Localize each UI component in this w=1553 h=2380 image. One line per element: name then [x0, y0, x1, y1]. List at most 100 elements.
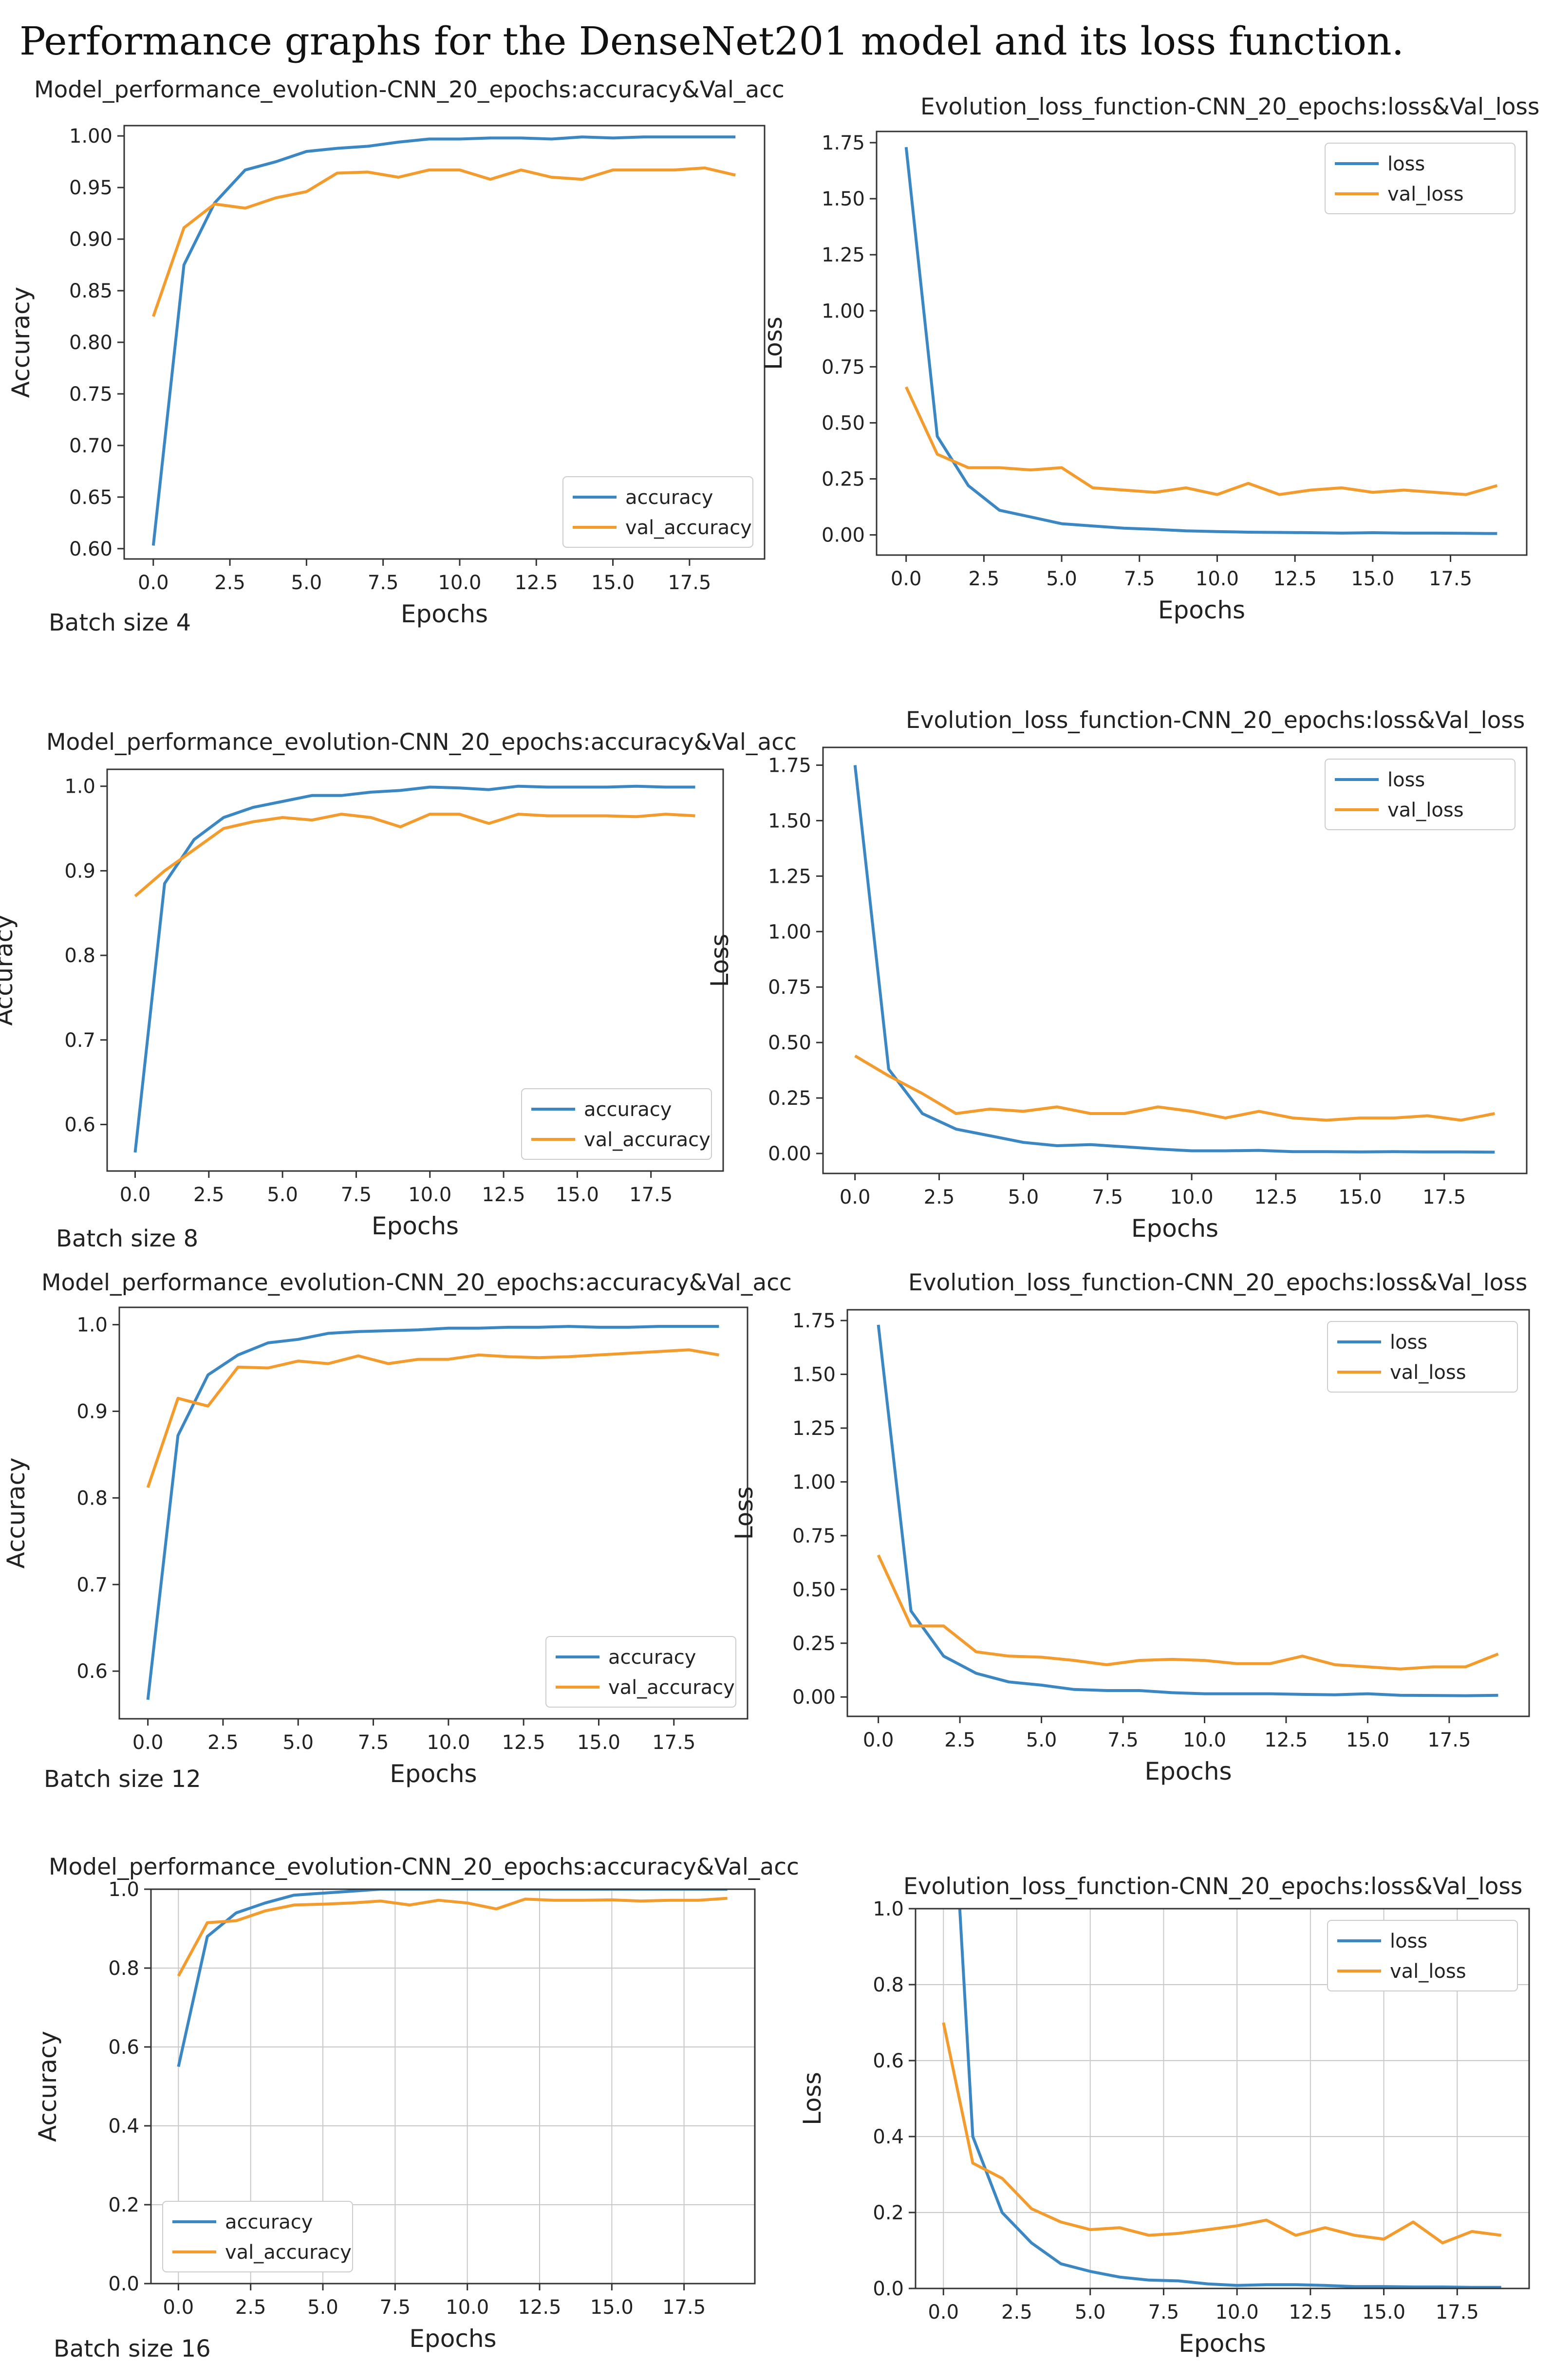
x-tick-label: 7.5: [368, 572, 399, 594]
y-tick-label: 1.75: [792, 1310, 836, 1332]
x-tick-label: 17.5: [1427, 1729, 1471, 1751]
x-tick-label: 2.5: [944, 1729, 975, 1751]
x-tick-label: 0.0: [132, 1731, 164, 1754]
legend: accuracy val_accuracy: [545, 1636, 736, 1708]
y-tick-label: 0.2: [873, 2202, 904, 2224]
y-tick-label: 0.4: [873, 2126, 904, 2148]
x-tick-label: 7.5: [358, 1731, 389, 1754]
y-axis-label: Accuracy: [2, 1457, 30, 1568]
batch-size-label: Batch size 8: [56, 1225, 198, 1252]
x-tick-label: 12.5: [502, 1731, 545, 1754]
y-tick-label: 0.90: [69, 228, 112, 251]
y-tick-label: 0.50: [768, 1032, 811, 1054]
series-line-accuracy: [177, 1889, 728, 2067]
legend-label: val_accuracy: [625, 517, 752, 539]
y-tick-label: 0.9: [64, 860, 95, 882]
x-tick-label: 10.0: [1183, 1729, 1226, 1751]
series-line-val-accuracy: [177, 1897, 728, 1977]
legend: loss val_loss: [1327, 1920, 1518, 1991]
series-line-loss: [904, 147, 1497, 535]
x-tick-label: 15.0: [1362, 2301, 1405, 2324]
series-line-accuracy: [146, 1325, 719, 1700]
y-tick-label: 1.0: [64, 776, 95, 798]
x-tick-label: 5.0: [307, 2296, 338, 2319]
x-tick-label: 15.0: [1338, 1186, 1382, 1209]
series-line-loss: [853, 765, 1495, 1154]
x-axis-label: Epochs: [1131, 1214, 1218, 1243]
y-tick-label: 0.75: [768, 976, 811, 999]
x-tick-label: 10.0: [1170, 1186, 1214, 1209]
legend-box: [1325, 143, 1516, 214]
x-tick-label: 7.5: [1092, 1186, 1123, 1209]
x-tick-label: 2.5: [1001, 2301, 1032, 2324]
y-tick-label: 1.75: [822, 132, 865, 154]
y-tick-label: 0.0: [108, 2273, 139, 2295]
legend-label: accuracy: [225, 2211, 313, 2233]
y-tick-label: 1.0: [108, 1878, 139, 1901]
chart-title: Evolution_loss_function-CNN_20_epochs:lo…: [920, 93, 1539, 120]
y-tick-label: 1.00: [792, 1471, 836, 1493]
x-tick-label: 15.0: [1351, 568, 1394, 590]
figure-caption: Performance graphs for the DenseNet201 m…: [19, 19, 1404, 64]
plot-frame: [876, 130, 1528, 556]
x-tick-label: 17.5: [1436, 2301, 1479, 2324]
y-axis-label: Loss: [798, 2072, 826, 2125]
y-tick-label: 0.7: [76, 1574, 108, 1596]
x-tick-label: 15.0: [591, 572, 635, 594]
y-tick-label: 1.50: [822, 188, 865, 210]
legend-label: accuracy: [608, 1646, 696, 1669]
plot-frame: [106, 768, 724, 1172]
legend-label: accuracy: [625, 486, 713, 509]
y-axis-label: Loss: [706, 934, 734, 987]
legend-label: val_accuracy: [608, 1676, 735, 1699]
legend-box: [1327, 1321, 1518, 1393]
series-line-val-accuracy: [134, 813, 695, 897]
x-axis-label: Epochs: [409, 2324, 496, 2353]
series-line-loss: [958, 1909, 1501, 2288]
series-line-val-loss: [942, 2022, 1502, 2245]
x-tick-label: 15.0: [1346, 1729, 1389, 1751]
y-tick-label: 0.8: [108, 1957, 139, 1980]
x-tick-label: 5.0: [291, 572, 322, 594]
series-line-loss: [877, 1324, 1498, 1697]
legend-label: accuracy: [584, 1098, 672, 1121]
x-axis-label: Epochs: [390, 1760, 477, 1788]
y-tick-label: 1.75: [768, 754, 811, 777]
legend-label: val_loss: [1387, 183, 1464, 205]
legend-label: loss: [1390, 1331, 1427, 1354]
x-tick-label: 0.0: [120, 1184, 151, 1206]
x-tick-label: 7.5: [1148, 2301, 1179, 2324]
x-tick-label: 0.0: [840, 1186, 871, 1209]
y-axis-label: Accuracy: [7, 287, 35, 398]
y-tick-label: 0.8: [76, 1487, 108, 1509]
y-tick-label: 0.0: [873, 2278, 904, 2300]
series-line-accuracy: [151, 135, 736, 546]
y-tick-label: 0.75: [792, 1525, 836, 1547]
chart-title: Model_performance_evolution-CNN_20_epoch…: [41, 1269, 792, 1296]
plot-frame: [846, 1309, 1530, 1717]
x-tick-label: 5.0: [267, 1184, 298, 1206]
legend-box: [1325, 759, 1516, 830]
chart-title: Evolution_loss_function-CNN_20_epochs:lo…: [903, 1873, 1522, 1900]
x-axis-label: Epochs: [1144, 1757, 1232, 1785]
y-tick-label: 0.8: [873, 1974, 904, 1996]
legend-box: [562, 476, 753, 548]
plot-frame: [915, 1908, 1530, 2289]
x-tick-label: 7.5: [380, 2296, 411, 2319]
x-tick-label: 10.0: [1216, 2301, 1259, 2324]
series-line-val-loss: [877, 1554, 1499, 1671]
x-tick-label: 5.0: [282, 1731, 314, 1754]
y-tick-label: 0.95: [69, 177, 112, 199]
legend-label: loss: [1387, 153, 1425, 175]
x-tick-label: 7.5: [341, 1184, 372, 1206]
legend-label: val_accuracy: [225, 2241, 352, 2264]
x-tick-label: 12.5: [482, 1184, 525, 1206]
chart-title: Evolution_loss_function-CNN_20_epochs:lo…: [906, 707, 1525, 734]
series-line-val-loss: [854, 1054, 1495, 1122]
x-tick-label: 12.5: [518, 2296, 561, 2319]
legend-label: loss: [1390, 1930, 1427, 1952]
chart-title: Evolution_loss_function-CNN_20_epochs:lo…: [908, 1269, 1527, 1296]
chart-loss-b12: Evolution_loss_function-CNN_20_epochs:lo…: [730, 1269, 1530, 1785]
legend-label: val_accuracy: [584, 1129, 711, 1151]
chart-title: Model_performance_evolution-CNN_20_epoch…: [49, 1854, 799, 1880]
